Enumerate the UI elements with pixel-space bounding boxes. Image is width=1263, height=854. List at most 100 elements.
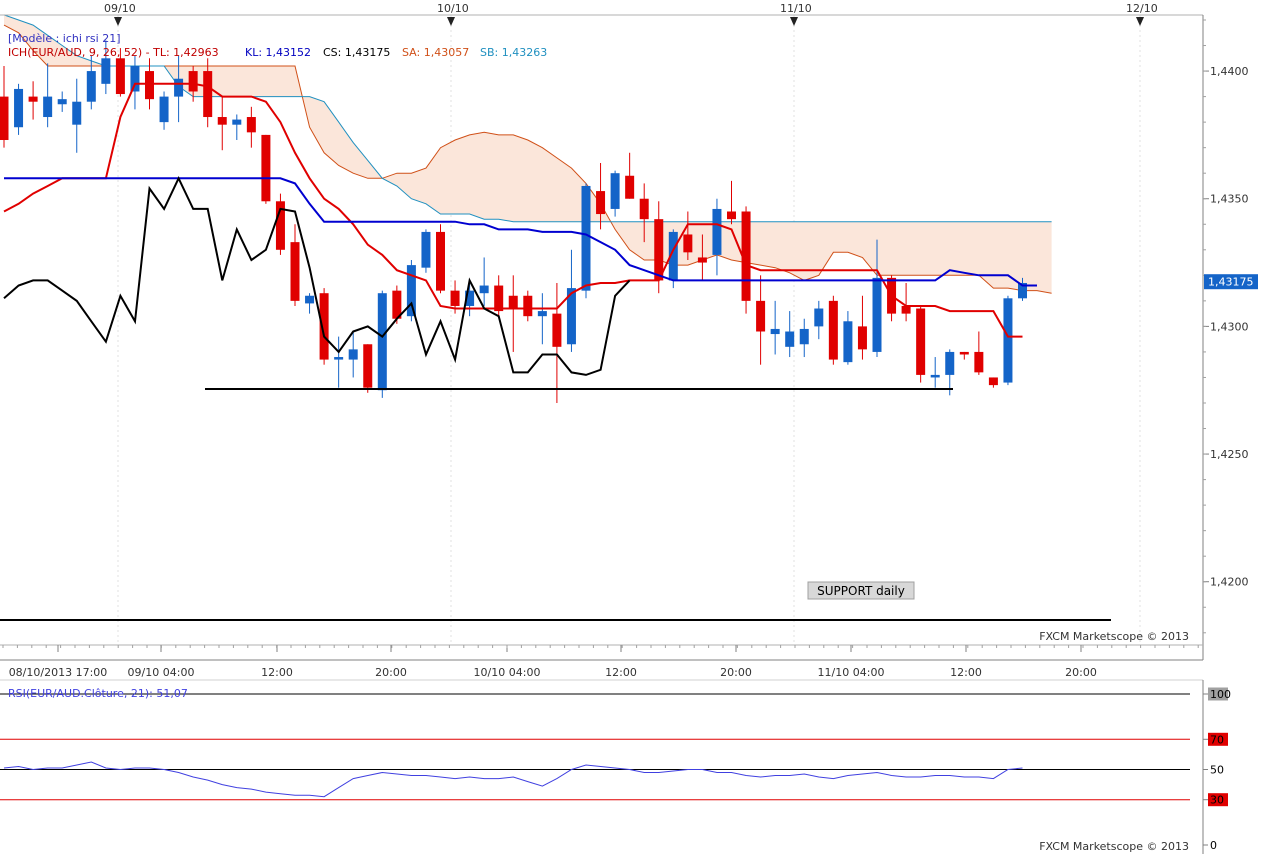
- candle-body: [465, 290, 475, 306]
- rsi-tick-label: 70: [1210, 733, 1224, 746]
- candle-body: [261, 134, 271, 202]
- day-marker-arrow: [114, 17, 122, 26]
- price-tick-label: 1,4350: [1210, 193, 1249, 206]
- candle-body: [246, 117, 256, 133]
- rsi-pane[interactable]: RSI(EUR/AUD.Clôture, 21): 51,07 FXCM Mar…: [0, 679, 1203, 853]
- candle-body: [421, 231, 431, 268]
- candle-body: [916, 308, 926, 375]
- candle-body: [901, 305, 911, 314]
- price-axis[interactable]: 1,4400 1,4350 1,4300 1,4250 1,4200 1,43175: [1202, 15, 1258, 660]
- day-marker-arrow: [790, 17, 798, 26]
- legend-kl: KL: 1,43152: [245, 46, 311, 59]
- time-tick-label: 12:00: [605, 666, 637, 679]
- kijun-line: [4, 177, 1037, 287]
- price-tick-label: 1,4250: [1210, 448, 1249, 461]
- rsi-tick-label: 30: [1210, 794, 1224, 807]
- candle-body: [436, 231, 445, 291]
- rsi-tick-label: 100: [1210, 688, 1231, 701]
- tenkan-line: [3, 82, 1023, 338]
- rsi-tick-label: 50: [1210, 764, 1224, 777]
- candle-body: [1018, 282, 1027, 299]
- candle-body: [115, 58, 125, 95]
- candle-body: [872, 277, 882, 352]
- legend-cs: CS: 1,43175: [323, 46, 390, 59]
- candle-body: [130, 65, 140, 92]
- candle-body: [174, 78, 184, 97]
- candle-body: [857, 326, 867, 350]
- candle-body: [275, 201, 285, 250]
- chikou-line: [3, 175, 631, 376]
- rsi-tick-bg: [1208, 732, 1228, 746]
- candle-body: [828, 300, 838, 360]
- rsi-axis[interactable]: 100 70 50 30 0: [1202, 680, 1231, 854]
- candle-body: [392, 290, 402, 319]
- candle-body: [581, 185, 591, 291]
- candle-body: [668, 231, 678, 281]
- candles: [0, 40, 1027, 403]
- candle-body: [523, 295, 533, 317]
- candle-body: [101, 58, 111, 84]
- candle-body: [683, 234, 693, 253]
- current-price-label: 1,43175: [1208, 276, 1254, 289]
- candle-body: [508, 295, 518, 309]
- candle-body: [537, 311, 547, 317]
- candle-body: [43, 96, 53, 118]
- candle-body: [727, 211, 736, 220]
- candle-body: [14, 88, 24, 128]
- price-tick-label: 1,4200: [1210, 576, 1249, 589]
- time-tick-label: 20:00: [720, 666, 752, 679]
- candle-body: [232, 119, 242, 125]
- time-axis[interactable]: 08/10/2013 17:00 09/10 04:00 12:00 20:00 10/…: [0, 644, 1203, 679]
- price-watermark: FXCM Marketscope © 2013: [1039, 630, 1189, 643]
- candle-body: [697, 257, 707, 263]
- ichimoku-legend: ICH(EUR/AUD, 9, 26, 52) - TL: 1,42963 KL…: [8, 46, 547, 59]
- candle-body: [363, 344, 373, 388]
- time-tick-label: 11/10 04:00: [818, 666, 885, 679]
- candle-body: [57, 99, 67, 105]
- candle-body: [290, 242, 300, 301]
- candle-body: [596, 191, 606, 215]
- day-marker-label: 09/10: [104, 2, 136, 15]
- candle-body: [203, 71, 213, 118]
- candle-body: [959, 351, 969, 355]
- time-tick-label: 12:00: [950, 666, 982, 679]
- candle-body: [479, 285, 489, 294]
- candle-body: [785, 331, 795, 347]
- time-tick-label: 20:00: [1065, 666, 1097, 679]
- candle-body: [770, 328, 780, 335]
- price-tick-label: 1,4300: [1210, 320, 1249, 333]
- time-tick-label: 12:00: [261, 666, 293, 679]
- candle-body: [145, 71, 154, 100]
- time-tick-label: 09/10 04:00: [128, 666, 195, 679]
- candle-body: [654, 219, 664, 281]
- legend-ich: ICH(EUR/AUD, 9, 26, 52) - TL: 1,42963: [8, 46, 219, 59]
- rsi-legend: RSI(EUR/AUD.Clôture, 21): 51,07: [8, 687, 188, 700]
- day-marker-label: 12/10: [1126, 2, 1158, 15]
- candle-body: [450, 290, 460, 306]
- candle-body: [217, 117, 227, 125]
- support-daily-label: SUPPORT daily: [807, 581, 915, 600]
- price-grid: [117, 15, 1141, 645]
- candle-body: [930, 374, 940, 378]
- time-tick-label: 10/10 04:00: [474, 666, 541, 679]
- kumo-cloud: [4, 14, 1052, 294]
- candle-body: [945, 351, 955, 375]
- candle-body: [639, 198, 649, 220]
- candle-body: [974, 351, 984, 373]
- template-label: [Modèle : ichi rsi 21]: [8, 32, 121, 45]
- candle-body: [0, 96, 9, 141]
- candle-body: [159, 96, 169, 123]
- day-marker-label: 10/10: [437, 2, 469, 15]
- candle-body: [319, 293, 329, 360]
- candle-body: [741, 211, 751, 301]
- candle-body: [406, 265, 416, 317]
- candle-body: [610, 173, 620, 209]
- candle-body: [1003, 298, 1013, 383]
- legend-sb: SB: 1,43263: [480, 46, 547, 59]
- price-pane[interactable]: SUPPORT daily [Modèle : ichi rsi 21] ICH…: [0, 14, 1189, 645]
- rsi-tick-labels: 100 70 50 30 0: [1203, 687, 1231, 852]
- candle-body: [566, 288, 576, 345]
- current-price-tag: 1,43175: [1204, 274, 1258, 290]
- day-marker-strip: 09/10 10/10 11/10 12/10: [0, 2, 1203, 26]
